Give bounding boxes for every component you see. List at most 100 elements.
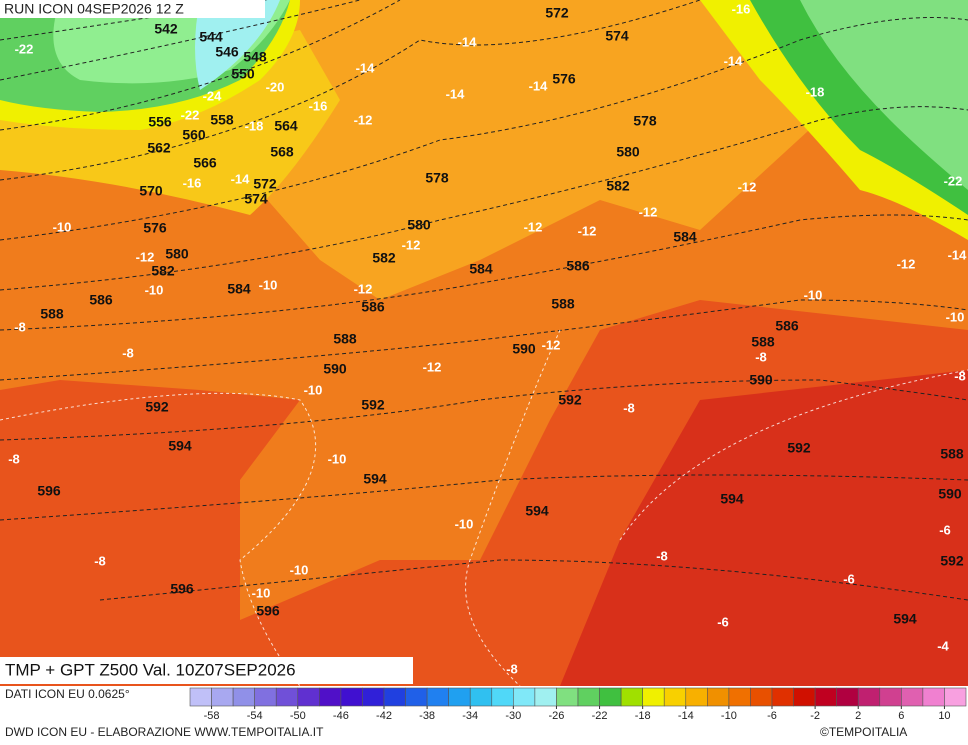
gpt-label: 594 xyxy=(720,491,744,507)
temp-contour xyxy=(619,369,968,541)
contour xyxy=(0,379,968,441)
gpt-label: 596 xyxy=(37,483,61,499)
tmp-label: -10 xyxy=(53,219,72,234)
tmp-label: -22 xyxy=(15,41,34,56)
gpt-label: 590 xyxy=(512,341,536,357)
tmp-label: -12 xyxy=(578,223,597,238)
legend-swatch xyxy=(383,687,406,707)
gpt-label: 588 xyxy=(551,296,575,312)
run-box xyxy=(0,0,265,18)
legend-tick-label: -22 xyxy=(592,710,608,722)
legend-swatch xyxy=(426,687,449,707)
legend-tick-label: 6 xyxy=(898,710,904,722)
gpt-label: 594 xyxy=(525,503,549,519)
legend-swatch xyxy=(642,687,665,707)
gpt-label: 558 xyxy=(210,112,234,128)
gpt-label: 580 xyxy=(407,217,431,233)
tmp-label: -8 xyxy=(122,345,134,360)
legend-swatch xyxy=(771,687,794,707)
gpt-label: 592 xyxy=(558,392,582,408)
gpt-label: 586 xyxy=(775,318,799,334)
tmp-label: -8 xyxy=(656,548,668,563)
tmp-label: -12 xyxy=(402,237,421,252)
legend-swatch xyxy=(469,687,493,707)
gpt-label: 574 xyxy=(244,191,268,207)
tmp-label: -12 xyxy=(423,359,442,374)
gpt-label: 582 xyxy=(151,263,175,279)
legend-tick-label: -30 xyxy=(505,710,521,722)
tmp-label: -14 xyxy=(948,247,968,262)
tmp-label: -16 xyxy=(732,1,751,16)
temp-contour xyxy=(465,329,561,687)
contour xyxy=(0,214,968,331)
legend-swatch xyxy=(254,687,277,707)
tmp-label: -4 xyxy=(937,638,949,653)
tmp-label: -10 xyxy=(304,382,323,397)
tmp-label: -6 xyxy=(717,614,729,629)
tmp-label: -10 xyxy=(290,562,309,577)
tmp-label: -22 xyxy=(181,107,200,122)
legend-swatch xyxy=(448,687,471,707)
tmp-label: -8 xyxy=(8,451,20,466)
legend-tick-label: -14 xyxy=(678,710,694,722)
legend-swatch xyxy=(663,687,687,707)
legend-swatch xyxy=(599,687,622,707)
gpt-label: 590 xyxy=(938,486,962,502)
legend-swatch xyxy=(211,687,234,707)
contour xyxy=(0,106,968,291)
legend-tick-label: 10 xyxy=(938,710,950,722)
legend-tick-label: -18 xyxy=(635,710,651,722)
gpt-label: 560 xyxy=(182,127,206,143)
tmp-label: -8 xyxy=(623,400,635,415)
legend-swatch xyxy=(297,687,320,707)
gpt-label: 572 xyxy=(545,5,569,21)
tmp-label: -12 xyxy=(542,337,561,352)
legend-swatch xyxy=(944,687,967,707)
run-label: RUN ICON 04SEP2026 12 Z xyxy=(4,1,184,17)
tmp-label: -20 xyxy=(266,79,285,94)
gpt-label: 568 xyxy=(270,144,294,160)
tmp-label: -24 xyxy=(203,88,223,103)
contour xyxy=(0,474,968,521)
gpt-label: 588 xyxy=(940,446,964,462)
title-box xyxy=(0,657,413,684)
gpt-label: 546 xyxy=(215,44,239,60)
legend-tick-label: 2 xyxy=(855,710,861,722)
legend-swatch xyxy=(728,687,751,707)
tmp-label: -12 xyxy=(639,204,658,219)
tmp-label: -10 xyxy=(145,282,164,297)
legend-swatch xyxy=(275,687,299,707)
contour xyxy=(0,0,701,181)
legend-swatch xyxy=(577,687,600,707)
legend-tick-label: -38 xyxy=(419,710,435,722)
gpt-label: 586 xyxy=(89,292,113,308)
legend-tick-label: -34 xyxy=(462,710,478,722)
gpt-label: 594 xyxy=(893,611,917,627)
legend-swatch xyxy=(319,687,342,707)
gpt-label: 592 xyxy=(361,397,385,413)
tmp-label: -16 xyxy=(309,98,328,113)
gpt-label: 574 xyxy=(605,28,629,44)
gpt-label: 580 xyxy=(165,246,189,262)
color-legend: -58 -54 -50 -46 -42 -38 -34 -30 -26 -22 -18 -14 -10-… xyxy=(189,687,967,722)
field-dark-red xyxy=(560,370,968,686)
contour xyxy=(0,299,968,381)
tmp-label: -12 xyxy=(136,249,155,264)
legend-swatch xyxy=(340,687,363,707)
gpt-label: 542 xyxy=(154,21,178,37)
legend-swatch xyxy=(793,687,816,707)
legend-tick-label: -10 xyxy=(721,710,737,722)
gpt-label: 596 xyxy=(170,581,194,597)
gpt-label: 584 xyxy=(469,261,493,277)
legend-swatch xyxy=(707,687,730,707)
gpt-label: 592 xyxy=(787,440,811,456)
brand-label: ©TEMPOITALIA xyxy=(820,725,907,739)
tmp-label: -8 xyxy=(94,553,106,568)
legend-swatch xyxy=(362,687,385,707)
field-cyan xyxy=(195,0,280,90)
legend-tick-label: -42 xyxy=(376,710,392,722)
tmp-label: -12 xyxy=(897,256,916,271)
map-title: TMP + GPT Z500 Val. 10Z07SEP2026 xyxy=(5,660,296,679)
gpt-label: 590 xyxy=(323,361,347,377)
